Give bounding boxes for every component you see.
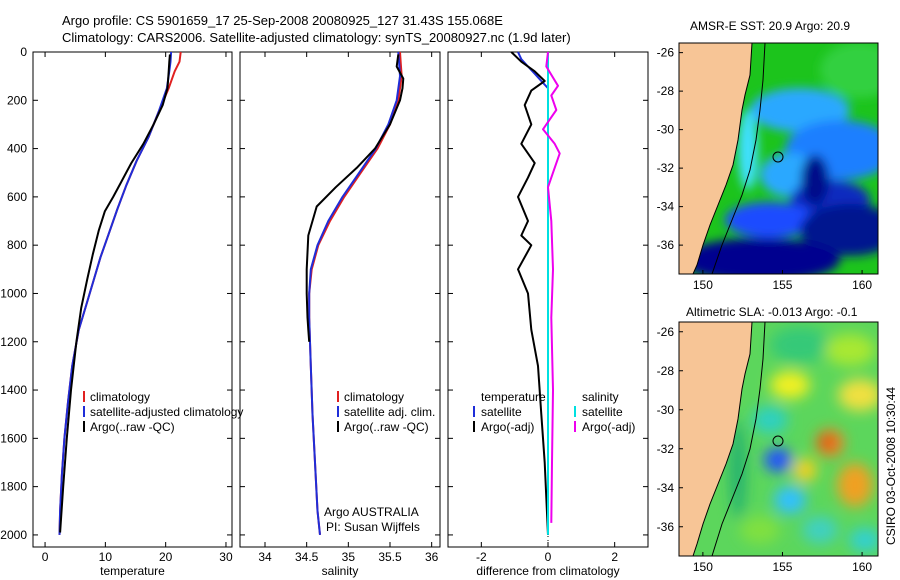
temperature-xlabel: temperature [100, 564, 165, 578]
map-y-tick-label: -26 [657, 46, 675, 60]
map-y-tick-label: -28 [657, 84, 675, 98]
sla-isobath [711, 322, 766, 556]
y-tick-label: 1600 [0, 431, 27, 445]
salinity-axes-frame [239, 51, 441, 548]
difference-legend: temperature satellite Argo(-adj) salinit… [473, 390, 635, 434]
sla-map-title: Altimetric SLA: -0.013 Argo: -0.1 [686, 305, 858, 319]
sst-map-frame [678, 42, 879, 275]
x-tick-label: 0 [42, 550, 49, 564]
y-tick-label: 600 [7, 190, 27, 204]
x-tick-label: 0 [545, 550, 552, 564]
temperature-legend: climatology satellite-adjusted climatolo… [83, 390, 243, 434]
float-owner-annotation: Argo AUSTRALIA [324, 505, 419, 519]
y-tick-label: 1800 [0, 480, 27, 494]
y-tick-label: 800 [7, 238, 27, 252]
x-tick-label: 10 [99, 550, 113, 564]
sst-isobath [711, 43, 766, 274]
pi-annotation: PI: Susan Wijffels [326, 520, 420, 534]
x-tick-label: -2 [476, 550, 487, 564]
legend-heading-salinity: salinity [582, 390, 619, 404]
legend-label-sal-satellite: satellite [582, 405, 623, 419]
sla-argo-location-marker [772, 435, 784, 447]
series-line-satellite-adj-clim- [308, 51, 401, 536]
sst-map-title: AMSR-E SST: 20.9 Argo: 20.9 [690, 19, 850, 33]
y-tick-label: 2000 [0, 528, 27, 542]
y-tick-label: 0 [20, 45, 27, 59]
legend-label-argo: Argo(..raw -QC) [344, 420, 429, 434]
map-y-tick-label: -34 [657, 481, 675, 495]
map-x-tick-label: 155 [772, 278, 792, 292]
x-tick-label: 35.5 [378, 550, 402, 564]
salinity-panel: 34 34.5 35 35.5 36 salinity [239, 51, 441, 578]
legend-label-sal-argo: Argo(-adj) [582, 420, 635, 434]
sla-field [730, 327, 878, 552]
map-y-tick-label: -26 [657, 325, 675, 339]
series-line-temperature-argo-adj- [510, 51, 549, 535]
map-x-tick-label: 155 [772, 560, 792, 574]
salinity-xlabel: salinity [322, 564, 359, 578]
title-line-1: Argo profile: CS 5901659_17 25-Sep-2008 … [62, 13, 503, 28]
legend-label-argo: Argo(..raw -QC) [90, 420, 175, 434]
legend-label-climatology: climatology [90, 390, 150, 404]
sst-map-axes: 150 155 160 -26 -28 -30 -32 -34 -36 [657, 46, 873, 292]
x-tick-label: 20 [159, 550, 173, 564]
series-line-argo-raw-qc- [305, 54, 405, 342]
map-y-tick-label: -32 [657, 161, 675, 175]
map-x-tick-label: 150 [693, 278, 713, 292]
series-line-salinity-argo-adj- [542, 51, 561, 523]
map-y-tick-label: -30 [657, 403, 675, 417]
sst-land-australia [679, 43, 752, 274]
x-tick-label: 34.5 [295, 550, 319, 564]
footer-timestamp: CSIRO 03-Oct-2008 10:30:44 [884, 387, 898, 545]
x-tick-label: 36 [425, 550, 439, 564]
x-tick-label: 30 [219, 550, 233, 564]
map-y-tick-label: -36 [657, 238, 675, 252]
sst-field [680, 43, 878, 274]
profile-panels: 0 10 20 30020040060080010001200140016001800… [0, 45, 649, 578]
sla-map [679, 322, 878, 556]
y-tick-label: 1000 [0, 286, 27, 300]
map-y-tick-label: -36 [657, 520, 675, 534]
legend-label-temp-argo: Argo(-adj) [481, 420, 534, 434]
sst-coastline [692, 43, 753, 274]
legend-label-satellite: satellite adj. clim. [344, 405, 435, 419]
map-y-tick-label: -30 [657, 123, 675, 137]
temperature-axes-frame [32, 51, 233, 548]
y-tick-label: 1200 [0, 335, 27, 349]
y-tick-label: 200 [7, 93, 27, 107]
series-line-argo-raw-qc- [59, 54, 171, 533]
sst-map [679, 43, 878, 274]
sla-map-frame [678, 321, 879, 557]
sst-argo-location-marker [772, 151, 784, 163]
difference-xlabel: difference from climatology [476, 564, 619, 578]
x-tick-label: 35 [342, 550, 356, 564]
temperature-panel: 0 10 20 30 0 200 400 600 800 1000 1200 1400 1600 1800… [0, 45, 233, 578]
sla-coastline [692, 322, 753, 556]
legend-label-climatology: climatology [344, 390, 404, 404]
map-x-tick-label: 160 [852, 560, 872, 574]
salinity-legend: climatology satellite adj. clim. Argo(..… [324, 390, 435, 534]
legend-label-satellite: satellite-adjusted climatology [90, 405, 243, 419]
legend-heading-temperature: temperature [481, 390, 546, 404]
map-x-tick-label: 150 [693, 560, 713, 574]
sla-land-australia [679, 322, 752, 556]
map-y-tick-label: -28 [657, 364, 675, 378]
map-y-tick-label: -32 [657, 442, 675, 456]
title-line-2: Climatology: CARS2006. Satellite-adjuste… [62, 30, 571, 45]
x-tick-label: 34 [258, 550, 272, 564]
sla-map-axes: 150 155 160 -26 -28 -30 -32 -34 -36 [657, 325, 873, 574]
legend-label-temp-satellite: satellite [481, 405, 522, 419]
y-tick-label: 1400 [0, 383, 27, 397]
x-tick-label: 2 [611, 550, 618, 564]
map-y-tick-label: -34 [657, 200, 675, 214]
map-x-tick-label: 160 [852, 278, 872, 292]
y-tick-label: 400 [7, 142, 27, 156]
